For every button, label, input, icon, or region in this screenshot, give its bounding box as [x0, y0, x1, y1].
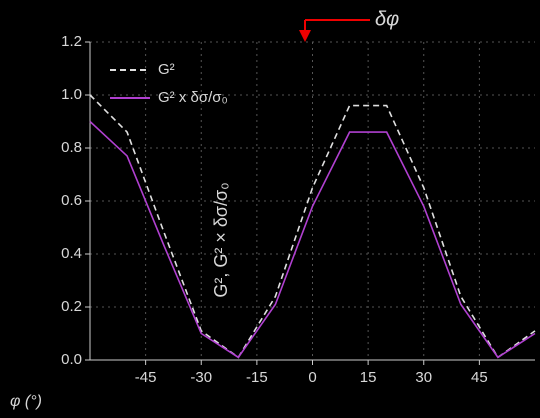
x-tick-label: 15 [360, 369, 377, 386]
y-tick-label: 0.2 [61, 298, 82, 315]
x-axis-label: φ (°) [10, 393, 42, 410]
y-tick-label: 0.6 [61, 192, 82, 209]
x-tick-label: 45 [471, 369, 488, 386]
y-tick-label: 0.4 [61, 245, 82, 262]
y-tick-label: 0.0 [61, 351, 82, 368]
legend-label: G² x δσ/σ₀ [158, 89, 228, 106]
annotation: δφ [375, 8, 399, 30]
x-tick-label: 0 [308, 369, 316, 386]
y-tick-label: 0.8 [61, 139, 82, 156]
x-tick-label: -15 [246, 369, 268, 386]
x-tick-label: -30 [190, 369, 212, 386]
y-axis-label: G², G² × δσ/σ₀ [211, 182, 231, 297]
y-tick-label: 1.0 [61, 86, 82, 103]
x-tick-label: 30 [415, 369, 432, 386]
y-tick-label: 1.2 [61, 33, 82, 50]
x-tick-label: -45 [135, 369, 157, 386]
chart: δφ φ (°) G², G² × δσ/σ₀ 0.0 0.2 0.4 0.6 0.8 1… [0, 0, 540, 418]
legend-label: G² [158, 61, 175, 78]
